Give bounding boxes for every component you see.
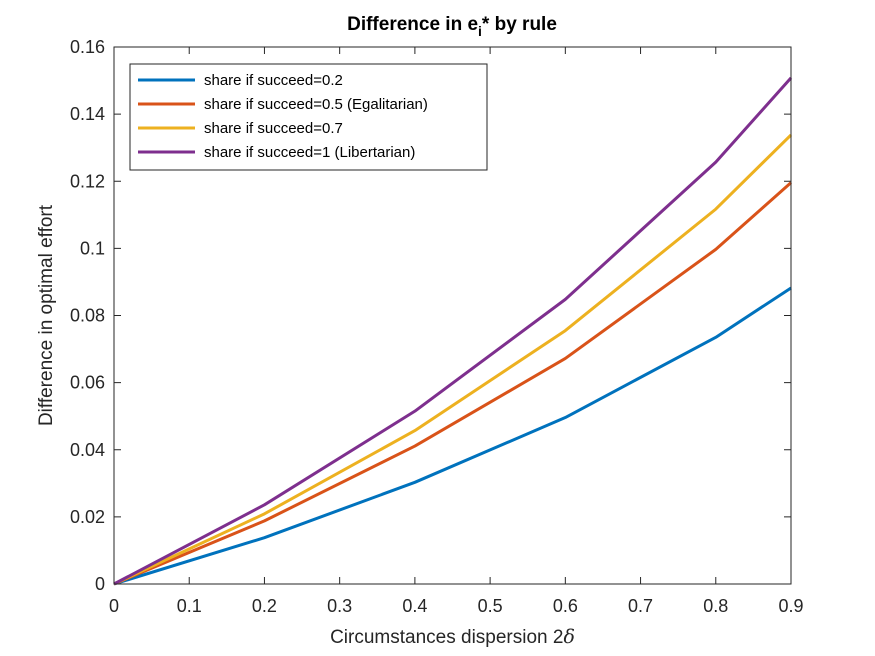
chart-title-subscript: i [478,23,482,39]
y-tick-label: 0.08 [70,306,105,326]
y-tick-label: 0.04 [70,440,105,460]
x-tick-label: 0.8 [703,596,728,616]
x-tick-label: 0 [109,596,119,616]
chart-title-suffix: * by rule [482,14,557,35]
x-tick-label: 0.7 [628,596,653,616]
legend-label-3: share if succeed=0.7 [204,120,343,137]
y-tick-label: 0 [95,574,105,594]
series-line-2 [113,181,792,586]
series-group [113,76,793,586]
x-axis-label-text: Circumstances dispersion 2 [330,627,563,648]
series-line-4 [113,76,793,586]
chart-title: Difference in ei* by rule [347,14,557,39]
y-tick-label: 0.1 [80,238,105,258]
legend-label-4: share if succeed=1 (Libertarian) [204,144,415,161]
y-tick-label: 0.14 [70,104,105,124]
y-tick-label: 0.02 [70,507,105,527]
x-axis-label: Circumstances dispersion 2δ [330,626,575,648]
series-line-1 [113,286,792,586]
legend: share if succeed=0.2 share if succeed=0.5… [129,63,488,171]
y-tick-label: 0.12 [70,171,105,191]
legend-label-1: share if succeed=0.2 [204,72,343,89]
ticks-group: 0 0.1 0.2 0.3 0.4 0.5 0.6 0.7 0.8 0.9 0 0.02 0.04 0.0… [70,37,804,616]
x-tick-label: 0.1 [177,596,202,616]
x-tick-label: 0.9 [778,596,803,616]
y-tick-label: 0.16 [70,37,105,57]
x-tick-label: 0.5 [478,596,503,616]
x-tick-label: 0.2 [252,596,277,616]
x-tick-label: 0.3 [327,596,352,616]
legend-label-2: share if succeed=0.5 (Egalitarian) [204,96,428,113]
chart-title-prefix: Difference in e [347,14,478,35]
x-axis-label-symbol: δ [563,626,574,648]
x-tick-label: 0.4 [402,596,427,616]
series-line-3 [113,133,793,586]
y-tick-label: 0.06 [70,373,105,393]
x-tick-label: 0.6 [553,596,578,616]
y-axis-label: Difference in optimal effort [36,204,57,426]
